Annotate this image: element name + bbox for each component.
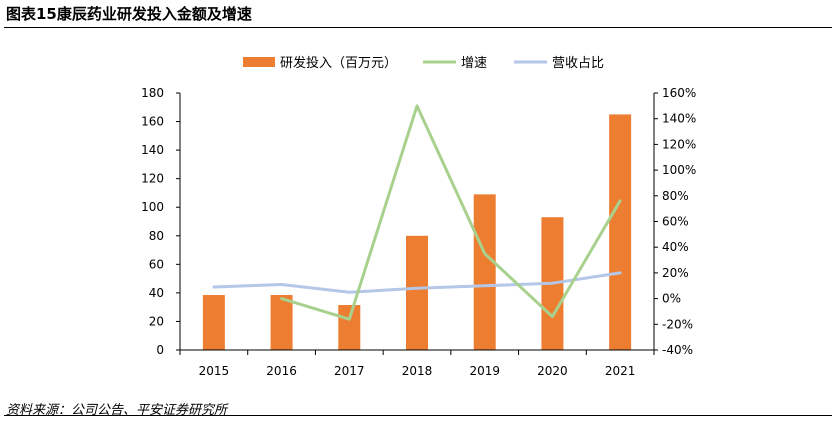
right-tick-label: 120% [662,137,696,151]
growth-line [280,104,622,321]
source-note: 资料来源：公司公告、平安证券研究所 [6,403,228,418]
x-tick-label: 2017 [334,364,365,378]
x-tick-label: 2015 [199,364,230,378]
right-tick-label: 140% [662,112,696,126]
x-tick-label: 2018 [402,364,433,378]
bar [202,295,225,350]
legend-label-growth: 增速 [461,56,487,71]
left-tick-label: 100 [141,200,164,214]
left-tick-label: 20 [149,314,164,328]
left-tick-label: 180 [141,86,164,100]
right-tick-label: 100% [662,163,696,177]
x-tick-label: 2021 [605,364,636,378]
bar [406,235,428,350]
legend-bar-swatch [243,57,275,67]
left-tick-label: 120 [141,172,164,186]
bar [473,194,496,350]
right-tick-label: 40% [662,240,689,254]
figure-title: 图表15康辰药业研发投入金额及增速 [6,5,252,23]
legend: 研发投入（百万元） 增速 营收占比 [243,55,604,71]
source-rule [4,415,832,416]
x-tick-label: 2016 [266,364,297,378]
right-tick-label: 60% [662,215,689,229]
line-series [212,104,622,321]
left-tick-label: 60 [149,257,164,271]
title-rule [4,27,832,28]
left-tick-label: 40 [149,286,164,300]
right-tick-label: 0% [662,292,681,306]
bar [338,305,361,350]
legend-label-share: 营收占比 [552,56,604,71]
left-tick-label: 140 [141,143,164,157]
revenue-share-line [212,271,622,294]
legend-label-rd: 研发投入（百万元） [280,55,397,71]
right-tick-label: -20% [662,317,693,331]
right-tick-label: -40% [662,343,693,357]
bar-series [202,114,632,351]
right-tick-label: 20% [662,266,689,280]
right-tick-label: 160% [662,86,696,100]
x-tick-label: 2020 [537,364,568,378]
bar [270,295,293,350]
right-tick-label: 80% [662,189,689,203]
bar [609,114,632,351]
left-tick-label: 160 [141,115,164,129]
left-tick-label: 80 [149,229,164,243]
axes: 0 20 40 60 80 100 120 140 160 180 -40% -20% 0% 20% 40%… [141,86,696,378]
x-tick-label: 2019 [469,364,500,378]
left-tick-label: 0 [156,343,164,357]
